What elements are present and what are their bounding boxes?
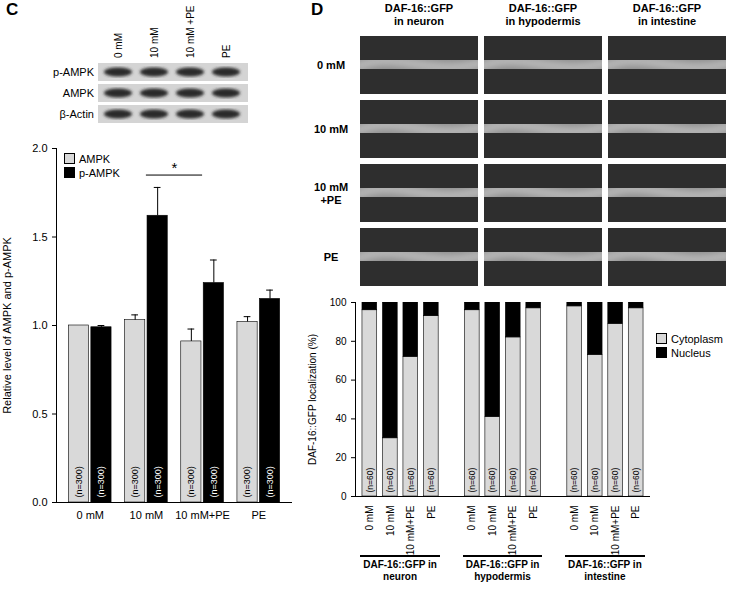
svg-text:PE: PE bbox=[425, 505, 436, 519]
html-text:D: D bbox=[311, 0, 324, 19]
svg-text:*: * bbox=[172, 159, 178, 176]
svg-text:(n=60): (n=60) bbox=[569, 468, 579, 493]
svg-text:(n=60): (n=60) bbox=[631, 468, 641, 493]
svg-text:(n=60): (n=60) bbox=[487, 468, 497, 493]
html-text:p-AMPK: p-AMPK bbox=[79, 167, 120, 179]
svg-text:20: 20 bbox=[335, 452, 347, 463]
svg-text:AMPK: AMPK bbox=[63, 87, 95, 99]
svg-text:10 mM: 10 mM bbox=[487, 506, 498, 537]
svg-text:0 mM: 0 mM bbox=[317, 59, 345, 71]
svg-text:(n=60): (n=60) bbox=[406, 468, 416, 493]
svg-text:(n=60): (n=60) bbox=[590, 468, 600, 493]
svg-text:(n=60): (n=60) bbox=[385, 468, 395, 493]
svg-text:PE: PE bbox=[221, 44, 232, 58]
svg-text:(n=60): (n=60) bbox=[467, 468, 477, 493]
svg-text:10 mM: 10 mM bbox=[149, 27, 160, 58]
svg-text:β-Actin: β-Actin bbox=[60, 108, 94, 120]
svg-text:(n=300): (n=300) bbox=[153, 466, 163, 497]
html-text:DAF-16::GFP in neuron: DAF-16::GFP in neuron bbox=[363, 559, 437, 582]
svg-text:1.0: 1.0 bbox=[32, 319, 47, 331]
svg-text:(n=300): (n=300) bbox=[209, 466, 219, 497]
svg-text:(n=60): (n=60) bbox=[426, 468, 436, 493]
svg-text:10 mM +PE: 10 mM +PE bbox=[185, 5, 196, 58]
svg-text:100: 100 bbox=[330, 297, 347, 308]
svg-text:DAF-16::GFPin hypodermis: DAF-16::GFPin hypodermis bbox=[505, 2, 580, 27]
svg-text:0.5: 0.5 bbox=[32, 408, 47, 420]
svg-text:Relative level of AMPK and p-A: Relative level of AMPK and p-AMPK bbox=[1, 236, 13, 413]
svg-text:10 mM: 10 mM bbox=[589, 506, 600, 537]
html-text:Nucleus: Nucleus bbox=[671, 347, 711, 359]
svg-text:10 mM+PE: 10 mM+PE bbox=[175, 509, 230, 521]
svg-text:80: 80 bbox=[335, 336, 347, 347]
svg-text:(n=60): (n=60) bbox=[528, 468, 538, 493]
svg-text:10 mM+PE: 10 mM+PE bbox=[405, 505, 416, 555]
svg-text:0 mM: 0 mM bbox=[569, 506, 580, 531]
svg-text:(n=60): (n=60) bbox=[610, 468, 620, 493]
svg-text:2.0: 2.0 bbox=[32, 142, 47, 154]
html-text:DAF-16::GFP in intestine: DAF-16::GFP in intestine bbox=[568, 559, 642, 582]
svg-text:0.0: 0.0 bbox=[32, 496, 47, 508]
svg-text:1.5: 1.5 bbox=[32, 231, 47, 243]
svg-text:0 mM: 0 mM bbox=[113, 33, 124, 58]
svg-text:(n=300): (n=300) bbox=[242, 466, 252, 497]
html-text:Cytoplasm: Cytoplasm bbox=[671, 333, 723, 345]
svg-text:10 mM: 10 mM bbox=[130, 509, 164, 521]
svg-text:(n=60): (n=60) bbox=[365, 468, 375, 493]
html-text:AMPK: AMPK bbox=[79, 153, 111, 165]
svg-text:10 mM: 10 mM bbox=[314, 123, 348, 135]
svg-text:DAF-16::GFPin neuron: DAF-16::GFPin neuron bbox=[385, 2, 453, 27]
svg-text:PE: PE bbox=[324, 251, 339, 263]
svg-text:0 mM: 0 mM bbox=[364, 506, 375, 531]
svg-text:(n=300): (n=300) bbox=[130, 466, 140, 497]
svg-text:10 mM: 10 mM bbox=[385, 506, 396, 537]
html-text:C: C bbox=[6, 0, 19, 19]
svg-text:10 mM+PE: 10 mM+PE bbox=[610, 505, 621, 555]
svg-text:PE: PE bbox=[528, 505, 539, 519]
svg-text:PE: PE bbox=[251, 509, 266, 521]
svg-text:10 mM+PE: 10 mM+PE bbox=[507, 505, 518, 555]
svg-text:40: 40 bbox=[335, 413, 347, 424]
svg-text:(n=300): (n=300) bbox=[74, 466, 84, 497]
svg-text:(n=60): (n=60) bbox=[508, 468, 518, 493]
svg-text:(n=300): (n=300) bbox=[96, 466, 106, 497]
svg-text:10 mM+PE: 10 mM+PE bbox=[314, 181, 348, 206]
svg-text:60: 60 bbox=[335, 374, 347, 385]
svg-text:DAF-16::GFPin intestine: DAF-16::GFPin intestine bbox=[633, 2, 701, 27]
svg-text:(n=300): (n=300) bbox=[265, 466, 275, 497]
svg-text:0: 0 bbox=[341, 491, 347, 502]
svg-text:0 mM: 0 mM bbox=[466, 506, 477, 531]
html-text:DAF-16::GFP in hypodermis: DAF-16::GFP in hypodermis bbox=[465, 559, 540, 582]
svg-text:0 mM: 0 mM bbox=[76, 509, 104, 521]
svg-text:p-AMPK: p-AMPK bbox=[53, 66, 95, 78]
svg-text:(n=300): (n=300) bbox=[186, 466, 196, 497]
svg-text:DAF-16::GFP localization (%): DAF-16::GFP localization (%) bbox=[307, 334, 318, 465]
svg-text:PE: PE bbox=[630, 505, 641, 519]
